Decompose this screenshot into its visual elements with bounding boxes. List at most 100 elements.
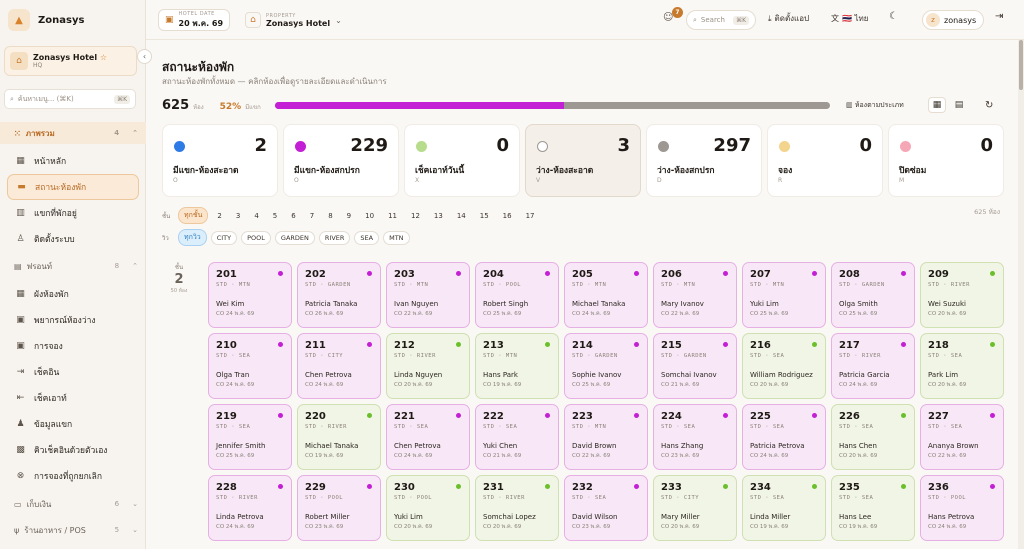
room-card[interactable]: 229 STD · POOL Robert Miller CO 23 พ.ค. 69 [297,475,381,541]
floor-chip-all[interactable]: ทุกชั้น [178,207,209,224]
nav-section-overview[interactable]: ⁙ ภาพรวม 4 ⌃ [0,122,146,144]
room-card[interactable]: 215 STD · GARDEN Somchai Ivanov CO 21 พ.ค. … [653,333,737,399]
status-card[interactable]: 0 จอง R [767,124,883,197]
sidebar-item-guests[interactable]: ♟ ข้อมูลแขก [0,411,146,437]
floor-chip[interactable]: 4 [254,211,259,220]
floor-chip[interactable]: 5 [272,211,278,220]
room-card[interactable]: 203 STD · MTN Ivan Nguyen CO 22 พ.ค. 69 [386,262,470,328]
sidebar-item-setup[interactable]: ♙ ติดตั้งระบบ [0,226,146,252]
room-card[interactable]: 204 STD · POOL Robert Singh CO 25 พ.ค. 69 [475,262,559,328]
room-card[interactable]: 224 STD · SEA Hans Zhang CO 23 พ.ค. 69 [653,404,737,470]
property-selector[interactable]: ⌂ PROPERTY Zonasys Hotel ⌄ [239,9,348,31]
room-card[interactable]: 221 STD · SEA Chen Petrova CO 24 พ.ค. 69 [386,404,470,470]
room-card[interactable]: 222 STD · SEA Yuki Chen CO 21 พ.ค. 69 [475,404,559,470]
status-card[interactable]: 0 เช็คเอาท์วันนี้ X [404,124,520,197]
room-card[interactable]: 216 STD · SEA William Rodriguez CO 20 พ.ค. … [742,333,826,399]
room-card[interactable]: 236 STD · POOL Hans Petrova CO 24 พ.ค. 69 [920,475,1004,541]
room-card[interactable]: 226 STD · SEA Hans Chen CO 20 พ.ค. 69 [831,404,915,470]
floor-chip[interactable]: 2 [217,211,222,220]
status-card[interactable]: 3 ว่าง-ห้องสะอาด V [525,124,641,197]
sidebar-item-room-status[interactable]: ▬ สถานะห้องพัก [7,174,139,200]
floor-chip[interactable]: 9 [346,211,352,220]
status-card[interactable]: 297 ว่าง-ห้องสกปรก D [646,124,762,197]
view-chip[interactable]: SEA [354,230,380,245]
status-card[interactable]: 229 มีแขก-ห้องสกปรก O [283,124,399,197]
room-card[interactable]: 213 STD · MTN Hans Park CO 19 พ.ค. 69 [475,333,559,399]
room-card[interactable]: 217 STD · RIVER Patricia Garcia CO 24 พ.ค. … [831,333,915,399]
room-card[interactable]: 231 STD · RIVER Somchai Lopez CO 20 พ.ค. 69 [475,475,559,541]
install-app-button[interactable]: ⤓ ติดตั้งแอป [768,12,809,25]
view-chip[interactable]: MTN [383,230,410,245]
view-chip[interactable]: GARDEN [274,230,315,245]
room-card[interactable]: 202 STD · GARDEN Patricia Tanaka CO 26 พ.ค.… [297,262,381,328]
room-card[interactable]: 206 STD · MTN Mary Ivanov CO 22 พ.ค. 69 [653,262,737,328]
sidebar-item-in-house[interactable]: ▥ แขกที่พักอยู่ [0,200,146,226]
floor-chip[interactable]: 8 [328,211,333,220]
floor-chip[interactable]: 12 [410,211,420,220]
sidebar-item-dashboard[interactable]: ▦ หน้าหลัก [0,148,146,174]
room-card[interactable]: 225 STD · SEA Patricia Petrova CO 24 พ.ค. 6… [742,404,826,470]
sidebar-item-reservations[interactable]: ▣ การจอง [0,333,146,359]
favorite-star-icon[interactable]: ☆ [99,53,108,62]
room-card[interactable]: 214 STD · GARDEN Sophie Ivanov CO 25 พ.ค. 6… [564,333,648,399]
nav-section-pos[interactable]: ψ ร้านอาหาร / POS 5 ⌄ [0,517,146,543]
room-card[interactable]: 230 STD · POOL Yuki Lim CO 20 พ.ค. 69 [386,475,470,541]
view-chip[interactable]: POOL [241,230,271,245]
room-card[interactable]: 218 STD · SEA Park Lim CO 20 พ.ค. 69 [920,333,1004,399]
floor-chip[interactable]: 10 [365,211,375,220]
status-card[interactable]: 0 ปิดซ่อม M [888,124,1004,197]
room-card[interactable]: 205 STD · MTN Michael Tanaka CO 24 พ.ค. 69 [564,262,648,328]
bell-icon[interactable]: ☺ [663,12,674,23]
room-card[interactable]: 210 STD · SEA Olga Tran CO 24 พ.ค. 69 [208,333,292,399]
room-card[interactable]: 219 STD · SEA Jennifer Smith CO 25 พ.ค. 69 [208,404,292,470]
sidebar-item-checkin[interactable]: ⇥ เช็คอิน [0,359,146,385]
room-card[interactable]: 232 STD · SEA David Wilson CO 23 พ.ค. 69 [564,475,648,541]
nav-section-frontdesk[interactable]: ▤ ฟรอนท์ 8 ⌃ [0,255,146,277]
room-card[interactable]: 212 STD · RIVER Linda Nguyen CO 20 พ.ค. 69 [386,333,470,399]
floor-chip[interactable]: 17 [525,211,535,220]
room-card[interactable]: 235 STD · SEA Hans Lee CO 19 พ.ค. 69 [831,475,915,541]
grid-view-icon[interactable]: ▦ [928,97,946,113]
scrollbar-thumb[interactable] [1019,40,1023,90]
floor-chip[interactable]: 16 [502,211,512,220]
view-chip[interactable]: CITY [210,230,238,245]
status-card[interactable]: 2 มีแขก-ห้องสะอาด O [162,124,278,197]
room-card[interactable]: 233 STD · CITY Mary Miller CO 20 พ.ค. 69 [653,475,737,541]
room-card[interactable]: 223 STD · MTN David Brown CO 22 พ.ค. 69 [564,404,648,470]
room-card[interactable]: 227 STD · SEA Ananya Brown CO 22 พ.ค. 69 [920,404,1004,470]
view-chip-all[interactable]: ทุกวิว [178,229,207,246]
floor-chip[interactable]: 15 [479,211,489,220]
global-search-input[interactable]: ⌕ Search ⌘K [686,10,756,30]
sidebar-item-cancelled[interactable]: ⊗ การจองที่ถูกยกเลิก [0,463,146,489]
floor-chip[interactable]: 3 [235,211,241,220]
floor-chip[interactable]: 13 [433,211,443,220]
logout-button[interactable]: ⇥ [995,11,1003,22]
floor-chip[interactable]: 11 [388,211,397,220]
room-card[interactable]: 211 STD · CITY Chen Petrova CO 24 พ.ค. 69 [297,333,381,399]
hotel-switcher[interactable]: ⌂ Zonasys Hotel ☆ HQ [4,46,137,76]
room-card[interactable]: 234 STD · SEA Linda Miller CO 19 พ.ค. 69 [742,475,826,541]
page-scrollbar[interactable] [1018,40,1024,549]
user-menu[interactable]: z zonasys [922,10,984,30]
refresh-icon[interactable]: ↻ [985,100,994,111]
dark-mode-toggle[interactable]: ☾ [889,11,898,22]
nav-section-finance[interactable]: ▭ เก็บเงิน 6 ⌄ [0,491,146,517]
sidebar-item-forecast[interactable]: ▣ พยากรณ์ห้องว่าง [0,307,146,333]
room-card[interactable]: 220 STD · RIVER Michael Tanaka CO 19 พ.ค. 6… [297,404,381,470]
brand[interactable]: ▲ Zonasys [0,0,145,40]
sidebar-item-checkout[interactable]: ⇤ เช็คเอาท์ [0,385,146,411]
room-card[interactable]: 201 STD · MTN Wei Kim CO 24 พ.ค. 69 [208,262,292,328]
floor-chip[interactable]: 14 [456,211,466,220]
hotel-date-pill[interactable]: ▣ HOTEL DATE 20 พ.ค. 69 [158,9,231,31]
collapse-sidebar-button[interactable]: ‹ [137,49,152,64]
sidebar-item-kiosk-queue[interactable]: ▩ คิวเช็คอินด้วยตัวเอง [0,437,146,463]
room-card[interactable]: 228 STD · RIVER Linda Petrova CO 24 พ.ค. 69 [208,475,292,541]
sidebar-search-input[interactable]: ⌕ ค้นหาเมนู... (⌘K) ⌘K [4,89,136,109]
room-card[interactable]: 207 STD · MTN Yuki Lim CO 25 พ.ค. 69 [742,262,826,328]
layout-view-icon[interactable]: ▤ [954,100,964,110]
view-by-type-button[interactable]: ▥ ห้องตามประเภท [846,100,904,111]
language-button[interactable]: 文 🇹🇭 ไทย [831,12,869,25]
floor-chip[interactable]: 7 [309,211,315,220]
sidebar-item-room-chart[interactable]: ▦ ผังห้องพัก [0,281,146,307]
room-card[interactable]: 209 STD · RIVER Wei Suzuki CO 20 พ.ค. 69 [920,262,1004,328]
